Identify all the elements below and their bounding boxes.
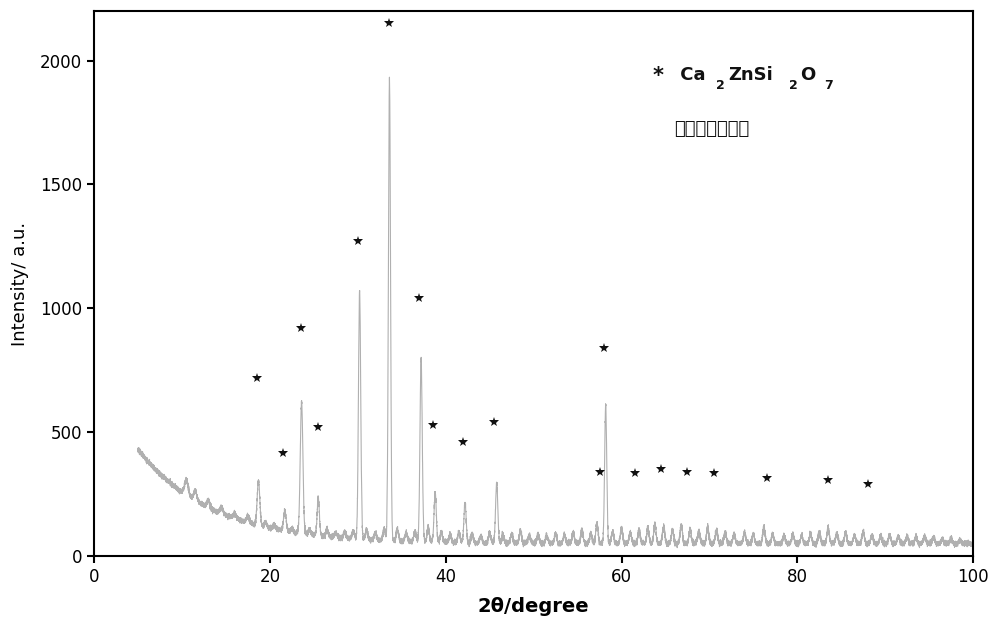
- Text: ZnSi: ZnSi: [729, 66, 773, 83]
- X-axis label: 2θ/degree: 2θ/degree: [478, 597, 589, 616]
- Text: 7: 7: [825, 79, 833, 92]
- Text: 2: 2: [716, 79, 724, 92]
- Text: Ca: Ca: [674, 66, 706, 83]
- Y-axis label: Intensity/ a.u.: Intensity/ a.u.: [11, 221, 29, 345]
- Text: *: *: [652, 66, 663, 86]
- Text: O: O: [800, 66, 815, 83]
- Text: 锶黄长石特征峰: 锶黄长石特征峰: [674, 120, 749, 138]
- Text: 2: 2: [789, 79, 797, 92]
